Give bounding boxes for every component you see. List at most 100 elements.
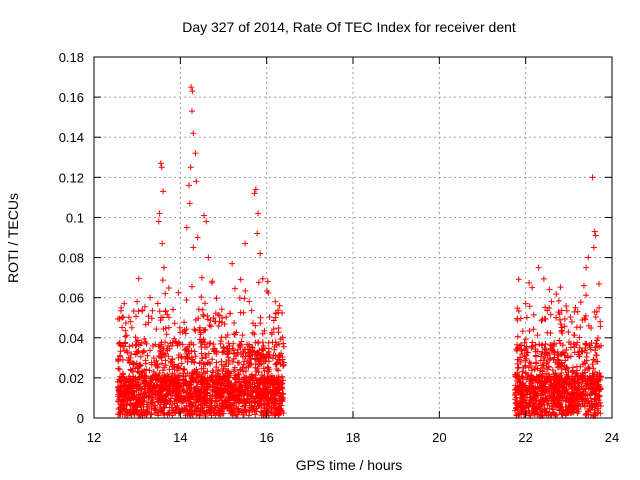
data-point [179,341,186,348]
data-point [180,366,187,373]
data-point [196,360,203,367]
data-point [162,307,169,314]
data-point [280,343,287,350]
data-point [255,369,262,376]
data-point [260,387,267,394]
data-point [249,329,256,336]
data-point [209,356,216,363]
data-point [246,359,253,366]
data-point [241,295,248,302]
y-tick-label: 0.18 [59,50,84,65]
data-point [233,329,240,336]
data-point [135,275,142,282]
data-point [184,411,191,418]
data-point [160,405,167,412]
data-point [582,340,589,347]
data-point [257,320,264,327]
data-point [532,398,539,405]
data-point [118,401,125,408]
data-point [191,348,198,355]
data-point [569,397,576,404]
data-point [217,394,224,401]
data-point [252,355,259,362]
data-point [202,300,209,307]
data-point [582,341,589,348]
data-point [576,344,583,351]
data-point [226,310,233,317]
data-point [523,391,530,398]
data-point [169,306,176,313]
data-point [557,393,564,400]
data-point [573,324,580,331]
data-point [188,339,195,346]
data-point [596,304,603,311]
data-point [245,412,252,419]
data-point [168,404,175,411]
data-point [555,398,562,405]
data-point [576,334,583,341]
data-point [190,244,197,251]
data-point [187,394,194,401]
data-point [530,393,537,400]
data-point [192,399,199,406]
data-point [543,349,550,356]
data-point [155,409,162,416]
data-point [159,360,166,367]
data-point [272,411,279,418]
data-point [183,350,190,357]
data-point [127,366,134,373]
data-point [514,382,521,389]
data-point [278,381,285,388]
data-point [596,369,603,376]
data-point [533,360,540,367]
data-point [192,316,199,323]
data-point [552,404,559,411]
data-point [556,337,563,344]
data-point [244,341,251,348]
data-point [558,406,565,413]
data-point [561,323,568,330]
data-point [571,343,578,350]
data-point [234,350,241,357]
data-point [199,355,206,362]
y-tick-label: 0.1 [66,210,84,225]
data-point [165,284,172,291]
data-point [237,382,244,389]
data-point [568,318,575,325]
data-point [549,367,556,373]
data-point [158,164,165,171]
data-point [577,299,584,306]
data-point [194,383,201,390]
chart-title: Day 327 of 2014, Rate Of TEC Index for r… [182,19,516,35]
data-point [563,389,570,396]
data-point [594,410,601,417]
data-point [573,369,580,376]
data-point [554,376,561,383]
data-point [151,382,158,389]
data-point [245,350,252,357]
data-point [181,366,188,373]
data-point [539,401,546,408]
data-point [534,390,541,397]
data-point [146,385,153,392]
y-tick-label: 0.02 [59,371,84,386]
data-point [597,386,604,393]
data-point [175,289,182,296]
data-point [230,340,237,347]
data-point [560,377,567,384]
data-point [223,314,230,321]
data-point [193,178,200,185]
data-point [167,398,174,405]
data-point [546,304,553,311]
data-point [200,311,207,318]
data-point [239,366,246,373]
data-point [571,349,578,356]
data-point [592,396,599,403]
data-point [523,345,530,352]
data-point [219,349,226,356]
data-point [590,244,597,251]
data-point [229,411,236,418]
data-point [169,356,176,363]
data-point [169,342,176,349]
data-point [141,409,148,416]
